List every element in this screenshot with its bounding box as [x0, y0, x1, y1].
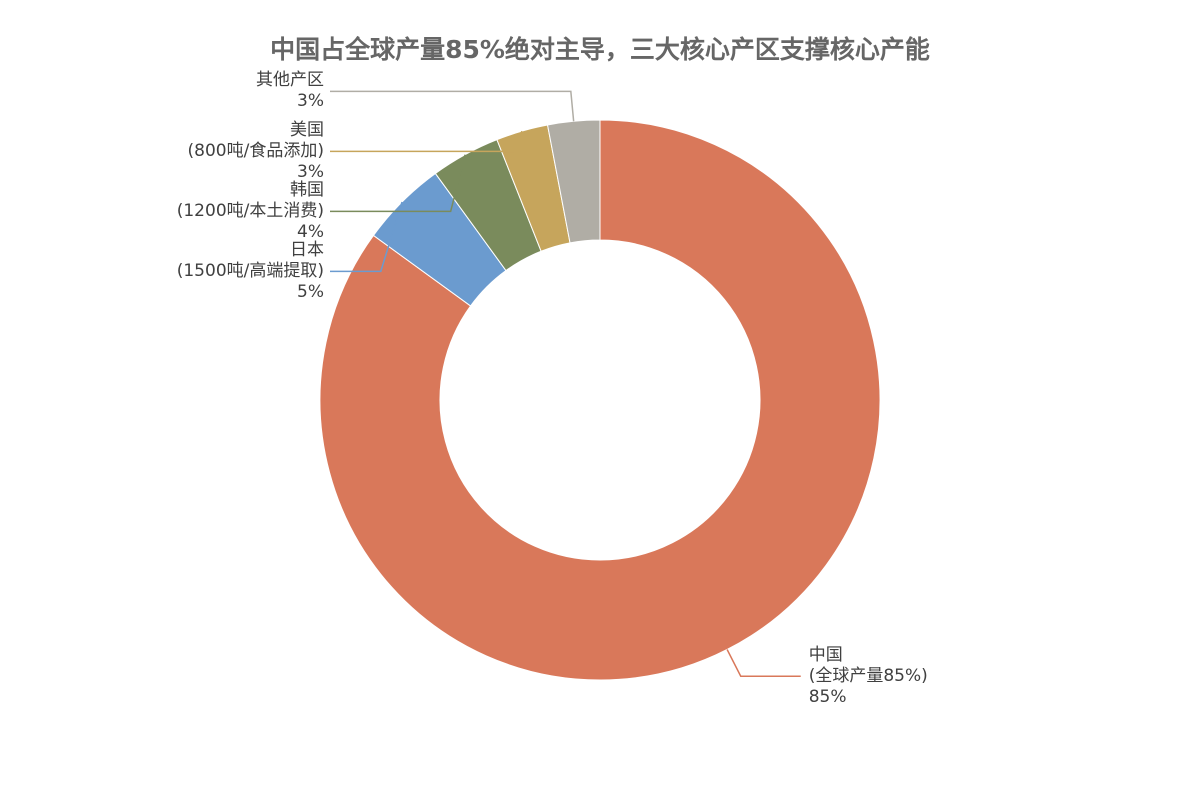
leader-line — [330, 201, 403, 273]
value-label: 3% — [297, 91, 324, 112]
category-label: 美国 (800吨/食品添加) — [187, 119, 324, 161]
leader-line — [330, 90, 575, 122]
donut-slice — [319, 119, 881, 681]
category-label: 其他产区 — [256, 70, 324, 91]
slice-label: 韩国 (1200吨/本土消费) 4% — [177, 180, 324, 243]
value-label: 5% — [297, 281, 324, 302]
slice-label: 美国 (800吨/食品添加) 3% — [188, 120, 324, 183]
donut-slice — [546, 119, 601, 244]
chart-title: 中国占全球产量85%绝对主导，三大核心产区支撑核心产能 — [270, 35, 930, 64]
value-label: 3% — [297, 161, 324, 182]
leader-line — [330, 154, 466, 213]
slice-label: 日本 (1500吨/高端提取) 5% — [177, 240, 324, 303]
value-label: 4% — [297, 221, 324, 242]
category-label: 韩国 (1200吨/本土消费) — [176, 179, 324, 221]
slice-label: 中国 (全球产量85%) 85% — [809, 645, 928, 708]
value-label: 85% — [808, 686, 847, 707]
leader-line — [726, 649, 801, 677]
category-label: 日本 (1500吨/高端提取) — [176, 239, 324, 281]
category-label: 中国 (全球产量85%) — [808, 644, 928, 686]
slice-label: 其他产区 3% — [256, 70, 324, 112]
leader-line — [330, 130, 523, 153]
